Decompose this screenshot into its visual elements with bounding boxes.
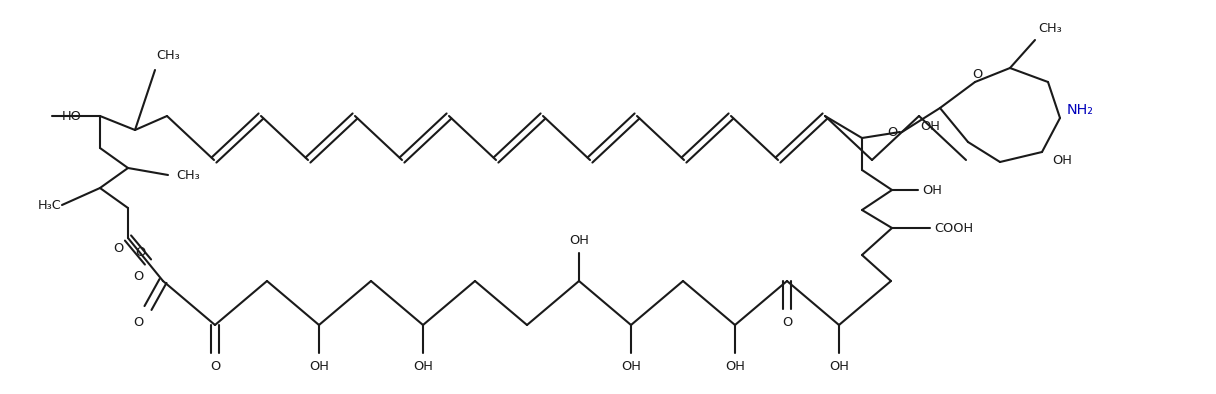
Text: O: O — [886, 126, 897, 139]
Text: OH: OH — [1052, 154, 1073, 167]
Text: O: O — [113, 242, 123, 255]
Text: COOH: COOH — [934, 221, 973, 234]
Text: O: O — [210, 361, 220, 374]
Text: O: O — [972, 67, 983, 80]
Text: OH: OH — [569, 234, 589, 247]
Text: O: O — [133, 316, 143, 329]
Text: O: O — [133, 269, 143, 282]
Text: H₃C: H₃C — [38, 199, 62, 212]
Text: CH₃: CH₃ — [176, 169, 199, 182]
Text: OH: OH — [621, 359, 641, 372]
Text: OH: OH — [829, 359, 849, 372]
Text: CH₃: CH₃ — [156, 48, 180, 61]
Text: O: O — [135, 245, 145, 258]
Text: OH: OH — [413, 359, 433, 372]
Text: NH₂: NH₂ — [1066, 103, 1093, 117]
Text: O: O — [782, 316, 792, 329]
Text: OH: OH — [725, 359, 745, 372]
Text: OH: OH — [921, 119, 940, 132]
Text: HO: HO — [62, 110, 81, 123]
Text: OH: OH — [309, 359, 330, 372]
Text: CH₃: CH₃ — [1038, 22, 1062, 35]
Text: OH: OH — [922, 184, 942, 197]
